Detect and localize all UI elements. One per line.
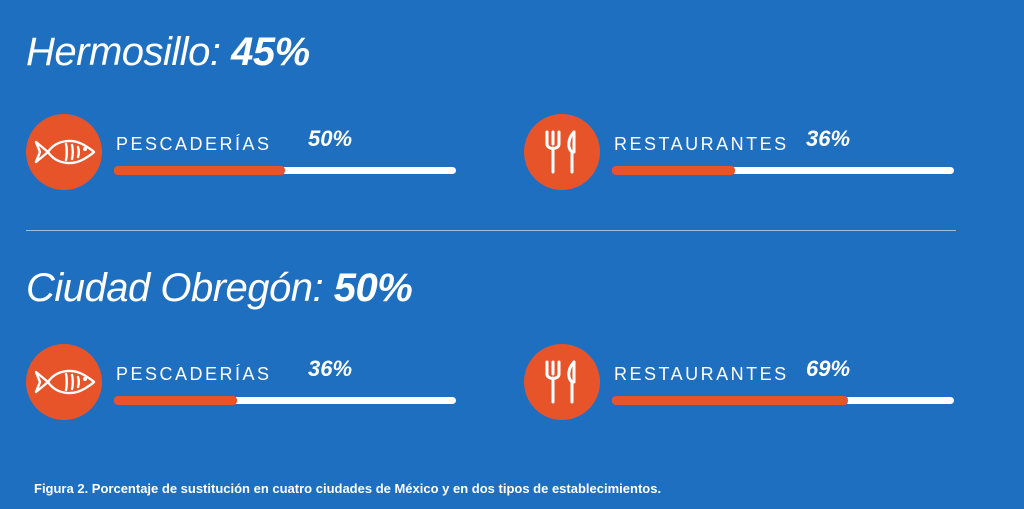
bar-track xyxy=(114,166,456,175)
category-label: PESCADERÍAS xyxy=(116,364,272,384)
category-value-label: 36% xyxy=(806,126,851,151)
city-title-hermosillo: Hermosillo: 45% xyxy=(26,30,310,75)
fish-icon xyxy=(34,369,96,395)
bar-track xyxy=(114,396,456,405)
category-value-label: 36% xyxy=(308,356,353,381)
bar-fill xyxy=(114,166,285,175)
bar-track xyxy=(612,166,954,175)
fork-knife-icon xyxy=(545,360,576,404)
category-icon-circle xyxy=(26,344,102,420)
fish-icon xyxy=(34,139,96,165)
bar-fill xyxy=(114,396,237,405)
category-label: PESCADERÍAS xyxy=(116,134,272,154)
category-value-label: 50% xyxy=(308,126,353,151)
bar-fill xyxy=(612,396,848,405)
category-icon-circle xyxy=(26,114,102,190)
city-name: Hermosillo: xyxy=(26,30,221,74)
category-icon-circle xyxy=(524,114,600,190)
bar-fill xyxy=(612,166,735,175)
category-icon-circle xyxy=(524,344,600,420)
section-divider xyxy=(26,230,956,231)
city-title-ciudad-obregon: Ciudad Obregón: 50% xyxy=(26,266,413,311)
category-label: RESTAURANTES xyxy=(614,364,789,384)
bar-track xyxy=(612,396,954,405)
city-overall-percentage: 50% xyxy=(333,266,413,310)
category-value-label: 69% xyxy=(806,356,851,381)
figure-caption: Figura 2. Porcentaje de sustitución en c… xyxy=(34,481,662,496)
category-label: RESTAURANTES xyxy=(614,134,789,154)
city-overall-percentage: 45% xyxy=(231,30,310,74)
fork-knife-icon xyxy=(545,130,576,174)
city-name: Ciudad Obregón: xyxy=(26,266,324,310)
